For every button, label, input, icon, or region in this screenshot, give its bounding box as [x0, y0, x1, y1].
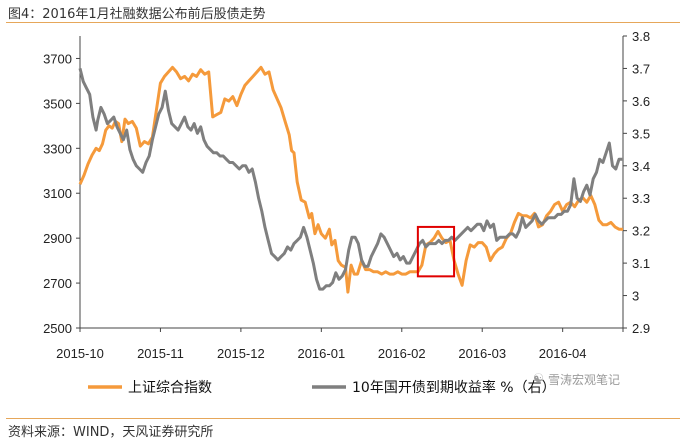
- left-tick-label: 3100: [43, 186, 72, 201]
- figure-title: 图4：2016年1月社融数据公布前后股债走势: [8, 7, 266, 22]
- title-divider: [6, 22, 680, 23]
- left-tick-label: 2900: [43, 231, 72, 246]
- right-tick-label: 3: [632, 289, 639, 304]
- left-tick-label: 3300: [43, 141, 72, 156]
- x-tick-label: 2015-11: [137, 346, 184, 361]
- x-tick-label: 2016-01: [297, 346, 345, 361]
- series-line-cdb-10y-yield: [78, 68, 623, 291]
- right-tick-label: 3.4: [632, 159, 650, 174]
- left-tick-label: 3700: [43, 51, 72, 66]
- right-tick-label: 3.2: [632, 224, 650, 239]
- legend-item-cdb-10y-yield-label: 10年国开债到期收益率 %（右）: [352, 379, 556, 396]
- x-tick-label: 2016-02: [378, 346, 426, 361]
- wechat-icon: ☯: [533, 371, 544, 385]
- left-tick-label: 3500: [43, 96, 72, 111]
- right-tick-label: 2.9: [632, 321, 650, 336]
- x-tick-label: 2016-04: [539, 346, 587, 361]
- watermark-text: 雪涛宏观笔记: [548, 373, 621, 387]
- x-tick-label: 2015-10: [56, 346, 104, 361]
- highlight-box: [416, 225, 456, 278]
- right-tick-label: 3.7: [632, 61, 650, 76]
- right-tick-label: 3.6: [632, 94, 650, 109]
- right-tick-label: 3.5: [632, 126, 650, 141]
- source-note: 资料来源：WIND，天风证券研究所: [8, 425, 214, 440]
- source-divider: [6, 418, 680, 419]
- right-tick-label: 3.1: [632, 256, 650, 271]
- legend-item-shanghai-index-label: 上证综合指数: [128, 380, 212, 396]
- right-tick-label: 3.3: [632, 191, 650, 206]
- x-tick-label: 2016-03: [458, 346, 506, 361]
- left-tick-label: 2700: [43, 276, 72, 291]
- x-tick-label: 2015-12: [217, 346, 265, 361]
- series-line-shanghai-index: [78, 65, 623, 294]
- right-tick-label: 3.8: [632, 29, 650, 44]
- left-tick-label: 2500: [43, 321, 72, 336]
